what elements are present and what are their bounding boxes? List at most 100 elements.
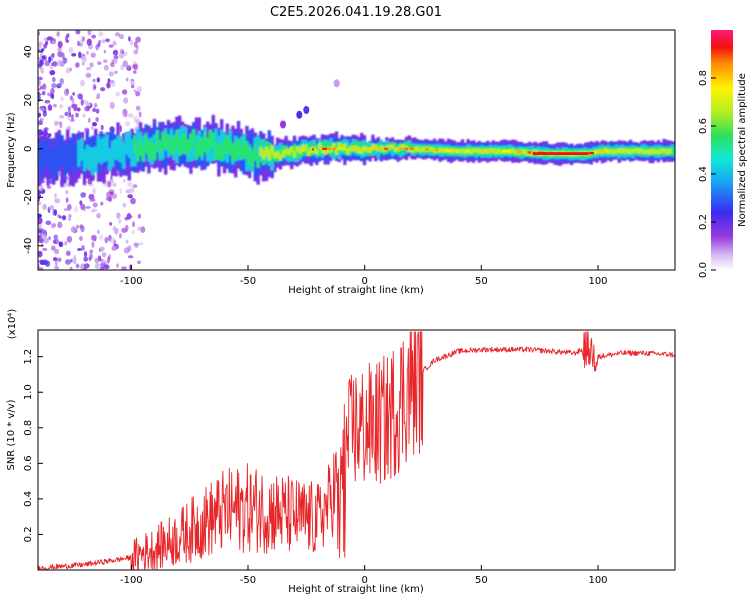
spectrogram-y-tick-label: -40 (23, 238, 34, 254)
ridge-cell (256, 136, 260, 160)
noise-speckle (38, 93, 42, 99)
ridge-cell (122, 141, 126, 169)
noise-speckle (123, 51, 128, 57)
noise-speckle (65, 197, 69, 204)
snr-x-label: Height of straight line (km) (288, 584, 424, 595)
ridge-core-cell (450, 149, 454, 152)
noise-speckle (125, 224, 129, 232)
ridge-core-cell (481, 150, 486, 153)
noise-speckle (133, 41, 138, 48)
ridge-cell (211, 138, 215, 161)
ridge-cell (276, 151, 280, 158)
noise-speckle (140, 226, 146, 233)
noise-speckle (39, 107, 46, 112)
noise-speckle (68, 218, 71, 221)
noise-speckle (119, 188, 122, 195)
noise-speckle (86, 50, 89, 55)
ridge-cell (166, 134, 171, 150)
noise-speckle (127, 181, 133, 188)
noise-speckle (125, 77, 129, 82)
spectrogram-ridge-core (301, 147, 609, 155)
noise-speckle (51, 62, 56, 67)
noise-speckle (78, 51, 82, 59)
colorbar-tick-label: 0.8 (698, 70, 709, 86)
noise-speckle (133, 89, 137, 93)
noise-speckle (41, 55, 46, 60)
noise-speckle (55, 259, 58, 267)
ridge-cell (651, 148, 655, 154)
ridge-cell (620, 148, 624, 154)
noise-speckle (108, 80, 114, 83)
noise-speckle (137, 226, 142, 231)
colorbar-gradient (711, 30, 733, 270)
ridge-cell (281, 150, 285, 157)
noise-speckle (64, 241, 68, 246)
noise-speckle (103, 64, 109, 71)
ridge-cell (80, 138, 84, 161)
noise-speckle (88, 256, 92, 262)
spectrogram-x-tick-label: -100 (120, 276, 143, 287)
noise-speckle (43, 237, 49, 244)
ridge-core-cell (599, 150, 605, 153)
ridge-cell (609, 149, 613, 154)
ridge-cell (245, 141, 249, 159)
noise-speckle (85, 67, 92, 71)
ridge-cell (270, 144, 274, 155)
ridge-cell (514, 150, 518, 155)
ridge-core-cell (455, 149, 460, 153)
ridge-cell (124, 133, 129, 155)
ridge-cell (390, 145, 395, 157)
noise-speckle (98, 31, 104, 37)
ridge-cell (410, 148, 414, 153)
noise-speckle (62, 184, 69, 187)
ridge-cell (309, 147, 313, 154)
noise-speckle (111, 245, 117, 251)
noise-speckle (130, 80, 135, 85)
ridge-cell (164, 134, 168, 149)
ridge-cell (670, 147, 675, 155)
noise-speckle (98, 40, 101, 44)
noise-speckle (122, 179, 126, 183)
noise-speckle (44, 99, 51, 104)
noise-speckle (42, 247, 48, 251)
noise-speckle (138, 242, 144, 246)
ridge-cell (262, 150, 266, 160)
noise-speckle (95, 117, 99, 122)
noise-speckle (103, 50, 107, 54)
snr-frame (37, 329, 676, 571)
noise-speckle (86, 38, 92, 46)
noise-speckle (135, 105, 141, 111)
ridge-cell (192, 129, 196, 147)
ridge-cell (180, 135, 185, 155)
ridge-cell (614, 149, 619, 154)
ridge-cell (161, 139, 165, 160)
ridge-cell (385, 147, 389, 155)
noise-speckle (56, 238, 59, 245)
noise-speckle (47, 104, 53, 111)
ridge-cell (82, 149, 87, 172)
colorbar-tick-label: 0.2 (698, 214, 709, 230)
noise-speckle (81, 36, 86, 42)
ridge-cell (315, 149, 319, 155)
ridge-core-cell (517, 150, 522, 154)
ridge-cell (234, 141, 238, 160)
noise-speckle (83, 267, 87, 270)
noise-speckle (111, 193, 118, 200)
ridge-cell (388, 145, 392, 150)
noise-speckle (133, 242, 139, 247)
ridge-cell (236, 139, 241, 158)
ridge-core-cell (435, 148, 438, 152)
noise-speckle (89, 249, 94, 254)
noise-speckle (68, 214, 72, 219)
noise-blob (296, 110, 303, 119)
noise-speckle (119, 233, 122, 239)
ridge-cell (49, 148, 53, 180)
ridge-cell (637, 148, 641, 154)
noise-speckle (109, 101, 115, 110)
noise-speckle (48, 56, 52, 63)
ridge-cell (197, 137, 201, 157)
noise-speckle (71, 53, 77, 57)
ridge-cell (304, 144, 308, 152)
noise-speckle (57, 214, 61, 218)
